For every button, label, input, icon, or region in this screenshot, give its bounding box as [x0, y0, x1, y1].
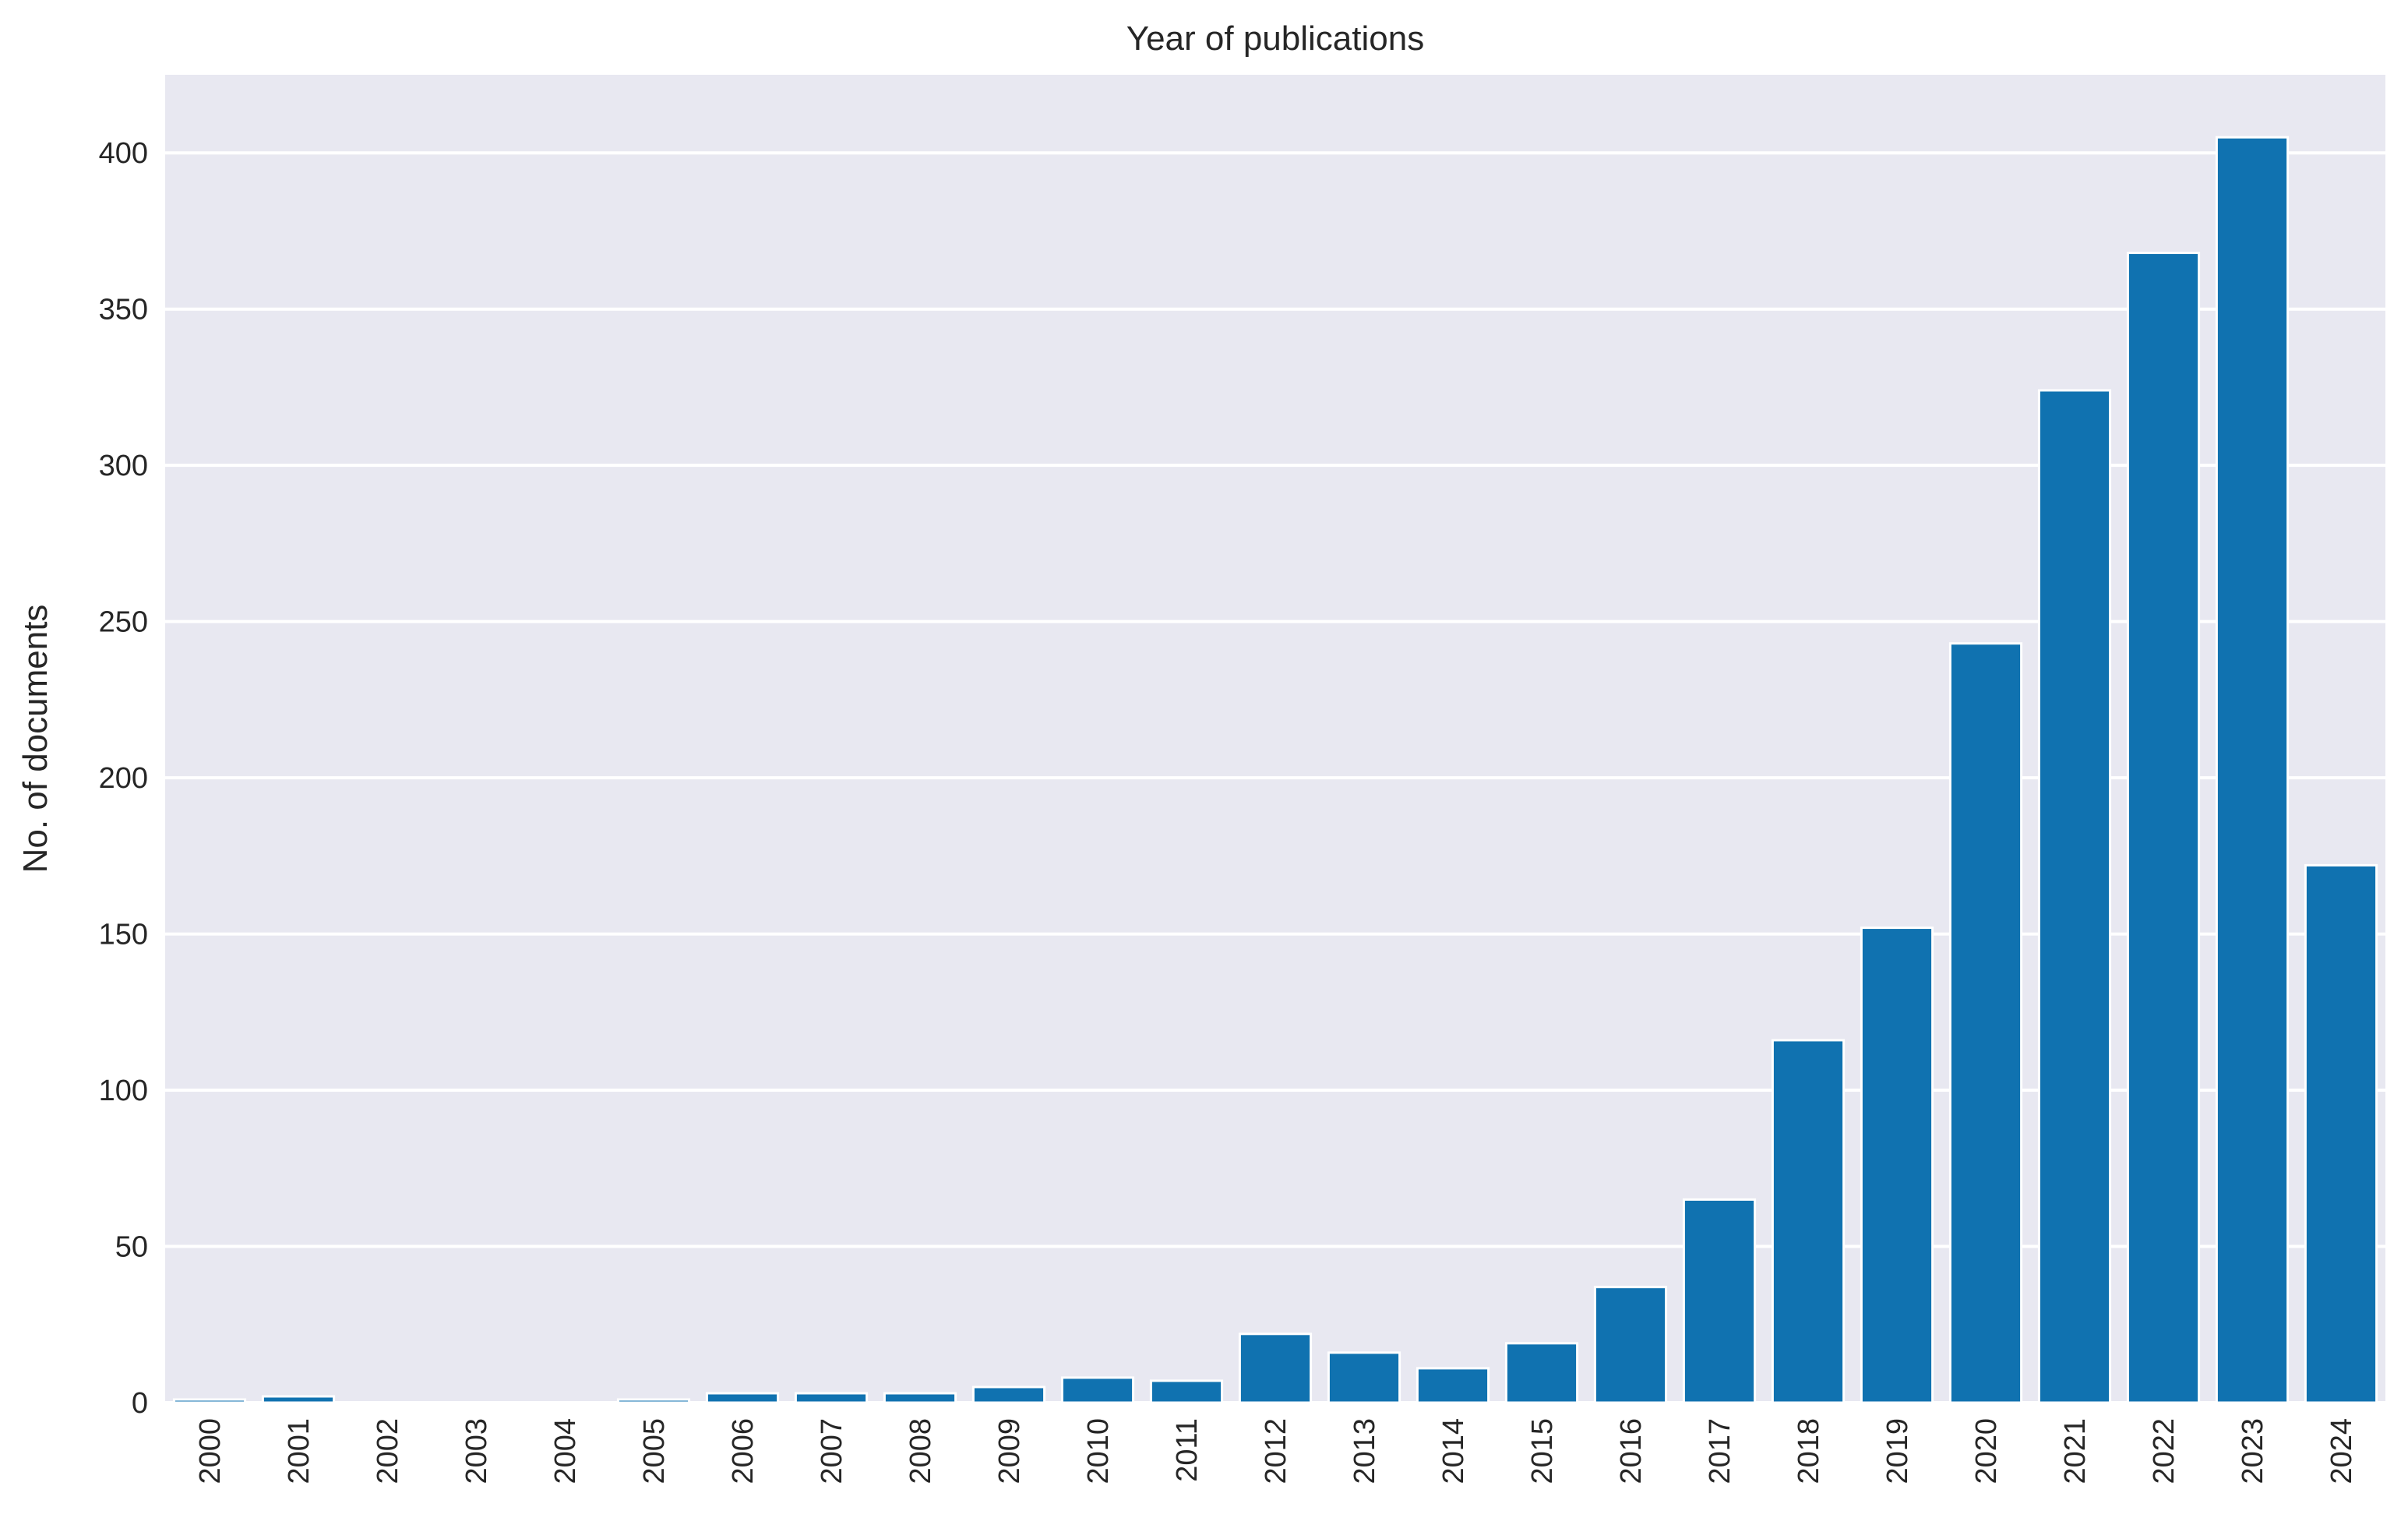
- x-tick-label-2019: 2019: [1881, 1418, 1914, 1484]
- grid-lines: [165, 151, 2385, 1404]
- bar-2015: [1504, 1342, 1579, 1404]
- bar-2006: [705, 1392, 780, 1404]
- bar-2014: [1416, 1367, 1490, 1404]
- x-tick-label-2006: 2006: [727, 1418, 760, 1484]
- y-tick-labels: 0 50 100 150 200 250 300 350 400: [99, 137, 148, 1420]
- bar-2017: [1682, 1198, 1757, 1404]
- y-tick-label: 400: [99, 137, 148, 170]
- x-tick-label-2002: 2002: [372, 1418, 404, 1484]
- bar-2024: [2304, 863, 2378, 1404]
- bar-2016: [1593, 1286, 1668, 1404]
- x-tick-label-2008: 2008: [904, 1418, 937, 1484]
- y-tick-label: 150: [99, 919, 148, 951]
- chart-title: Year of publications: [1126, 19, 1424, 58]
- x-tick-label-2016: 2016: [1615, 1418, 1648, 1484]
- y-tick-label: 100: [99, 1075, 148, 1107]
- y-tick-label: 350: [99, 294, 148, 327]
- x-tick-label-2000: 2000: [194, 1418, 227, 1484]
- x-tick-label-2003: 2003: [460, 1418, 493, 1484]
- x-tick-label-2015: 2015: [1526, 1418, 1559, 1484]
- bars: [172, 136, 2378, 1404]
- bar-2000: [172, 1398, 247, 1404]
- x-tick-label-2004: 2004: [549, 1418, 582, 1484]
- x-tick-label-2018: 2018: [1793, 1418, 1825, 1484]
- y-axis-label: No. of documents: [16, 605, 55, 874]
- bar-2020: [1948, 642, 2023, 1404]
- x-tick-labels: 2000 2001 2002 2003 2004 2005 2006 2007 2008 2009…: [194, 1418, 2358, 1484]
- x-tick-label-2012: 2012: [1260, 1418, 1292, 1484]
- y-tick-label: 0: [132, 1387, 148, 1420]
- x-tick-label-2014: 2014: [1437, 1418, 1470, 1484]
- x-tick-label-2023: 2023: [2237, 1418, 2269, 1484]
- x-tick-label-2021: 2021: [2059, 1418, 2092, 1484]
- x-tick-label-2020: 2020: [1970, 1418, 2003, 1484]
- bar-2019: [1860, 927, 1934, 1404]
- bar-2018: [1771, 1039, 1846, 1404]
- bar-2010: [1060, 1376, 1135, 1404]
- bar-2011: [1149, 1379, 1224, 1404]
- bar-2023: [2215, 136, 2290, 1404]
- x-tick-label-2009: 2009: [993, 1418, 1026, 1484]
- x-tick-label-2005: 2005: [638, 1418, 671, 1484]
- x-tick-label-2022: 2022: [2148, 1418, 2181, 1484]
- bar-2009: [971, 1385, 1046, 1404]
- bar-2008: [883, 1392, 957, 1404]
- y-tick-label: 250: [99, 606, 148, 639]
- bar-2007: [794, 1392, 869, 1404]
- y-tick-label: 300: [99, 450, 148, 482]
- bar-2021: [2037, 389, 2112, 1404]
- bar-2013: [1327, 1351, 1401, 1404]
- x-tick-label-2024: 2024: [2325, 1418, 2358, 1484]
- x-tick-label-2010: 2010: [1082, 1418, 1115, 1484]
- y-tick-label: 200: [99, 762, 148, 795]
- bar-2001: [261, 1395, 336, 1404]
- x-tick-label-2017: 2017: [1704, 1418, 1736, 1484]
- x-tick-label-2013: 2013: [1349, 1418, 1381, 1484]
- x-tick-label-2011: 2011: [1171, 1418, 1204, 1482]
- bar-2022: [2126, 252, 2201, 1404]
- bar-2012: [1238, 1333, 1313, 1404]
- bar-2005: [616, 1398, 691, 1404]
- y-tick-label: 50: [115, 1231, 148, 1264]
- x-tick-label-2007: 2007: [816, 1418, 848, 1484]
- x-tick-label-2001: 2001: [283, 1418, 316, 1484]
